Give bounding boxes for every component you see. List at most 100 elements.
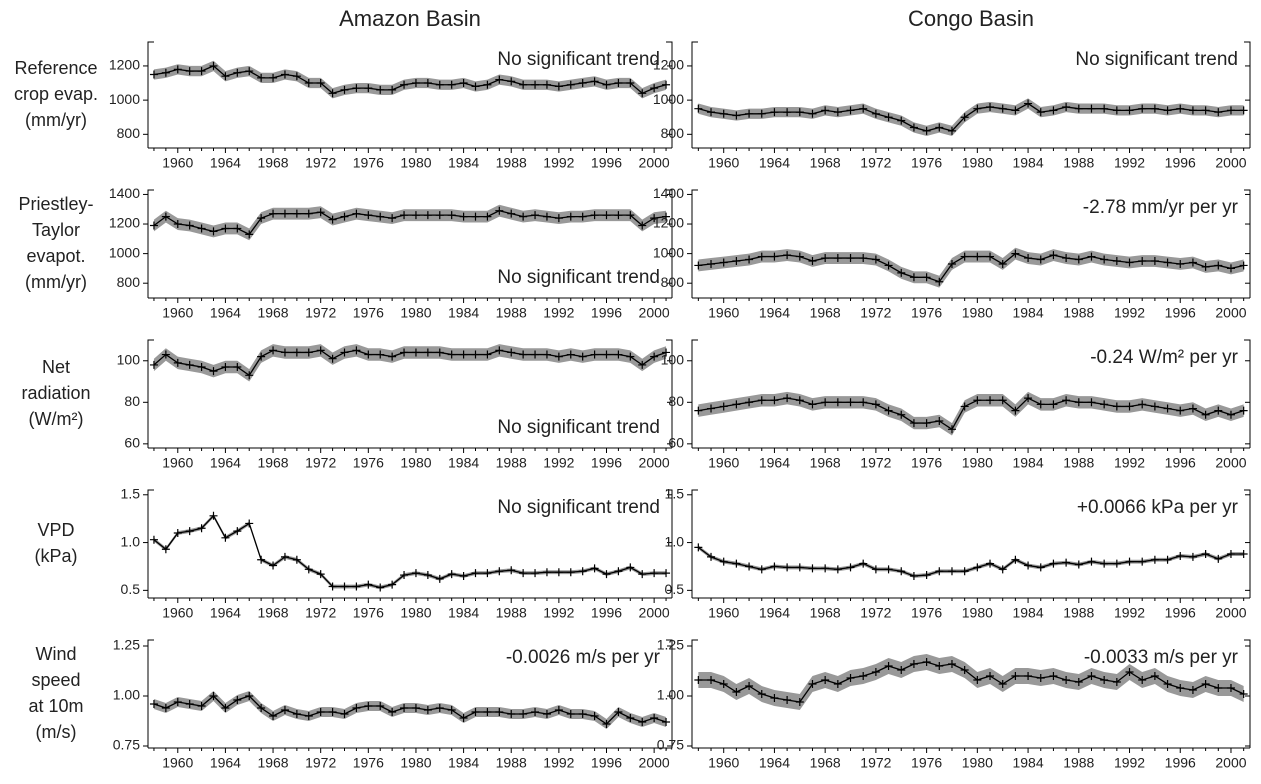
data-marker [638,718,647,726]
data-marker [1188,404,1197,413]
data-marker [846,563,855,572]
uncertainty-band [153,60,667,99]
trend-annotation: No significant trend [497,49,660,70]
data-marker [884,261,893,270]
data-marker [694,104,703,113]
x-tick-label: 1988 [1063,305,1094,321]
data-marker [304,712,313,720]
data-marker [1150,257,1159,266]
data-marker [257,73,266,82]
x-tick-label: 1984 [1012,605,1043,621]
data-marker [1176,551,1185,560]
x-tick-label: 2000 [1215,605,1246,621]
data-marker [1163,258,1172,267]
data-marker [973,676,982,684]
data-marker [423,79,432,88]
y-tick-label: 800 [661,274,685,290]
data-marker [1100,104,1109,113]
data-marker [859,398,868,407]
data-marker [1011,249,1020,258]
x-tick-label: 1992 [1114,155,1145,171]
data-marker [507,566,516,575]
data-marker [578,710,587,718]
data-marker [960,666,969,674]
data-marker [602,570,611,579]
data-marker [859,254,868,263]
x-tick-label: 1968 [810,305,841,321]
data-marker [340,710,349,718]
data-marker [566,212,575,221]
y-tick-label: 1400 [653,185,684,201]
data-marker [935,662,944,670]
data-marker [833,680,842,688]
data-marker [459,79,468,88]
y-tick-label: 60 [124,435,140,451]
data-marker [376,85,385,94]
data-marker [986,672,995,680]
data-marker [149,221,158,230]
x-tick-label: 1972 [860,305,891,321]
data-marker [566,710,575,718]
data-marker [269,73,278,82]
data-marker [1100,255,1109,264]
data-marker [435,348,444,357]
data-marker [732,111,741,120]
y-tick-label: 0.5 [665,581,685,597]
row-label: crop evap. [14,84,98,104]
data-marker [662,569,671,578]
x-tick-label: 1996 [1165,305,1196,321]
data-marker [1036,400,1045,409]
data-marker [257,352,266,361]
data-marker [947,259,956,268]
data-marker [1062,676,1071,684]
data-marker [1036,255,1045,264]
data-marker [245,67,254,76]
x-tick-label: 1992 [543,155,574,171]
data-marker [1163,555,1172,564]
x-tick-label: 1996 [1165,605,1196,621]
data-marker [922,419,931,428]
row-label: Wind [35,644,76,664]
data-marker [483,569,492,578]
x-tick-label: 1988 [496,305,527,321]
data-marker [185,221,194,230]
data-marker [1226,264,1235,273]
x-tick-label: 1964 [210,155,241,171]
x-tick-label: 1992 [1114,605,1145,621]
data-marker [400,704,409,712]
data-marker [590,350,599,359]
data-marker [578,212,587,221]
data-marker [519,569,528,578]
x-tick-label: 1988 [1063,605,1094,621]
x-tick-label: 1960 [708,455,739,471]
corner-mark [691,339,1251,346]
data-marker [884,406,893,415]
data-marker [292,555,301,564]
data-marker [707,552,716,561]
x-tick-label: 1984 [448,155,479,171]
data-marker [495,567,504,576]
uncertainty-band [153,513,667,590]
data-marker [245,371,254,380]
row-label: evapot. [26,246,85,266]
data-marker [1112,559,1121,568]
data-marker [173,698,182,706]
data-marker [638,570,647,579]
data-marker [998,396,1007,405]
data-marker [846,254,855,263]
y-tick-label: 60 [668,435,684,451]
data-marker [960,402,969,411]
data-marker [471,350,480,359]
data-marker [519,710,528,718]
data-marker [783,394,792,403]
data-marker [1100,676,1109,684]
data-marker [1176,684,1185,692]
data-marker [364,84,373,93]
data-marker [998,565,1007,574]
data-marker [960,252,969,261]
trend-annotation: -2.78 mm/yr per yr [1083,197,1239,218]
data-marker [292,72,301,81]
data-marker [909,273,918,282]
data-marker [833,254,842,263]
data-marker [495,206,504,215]
